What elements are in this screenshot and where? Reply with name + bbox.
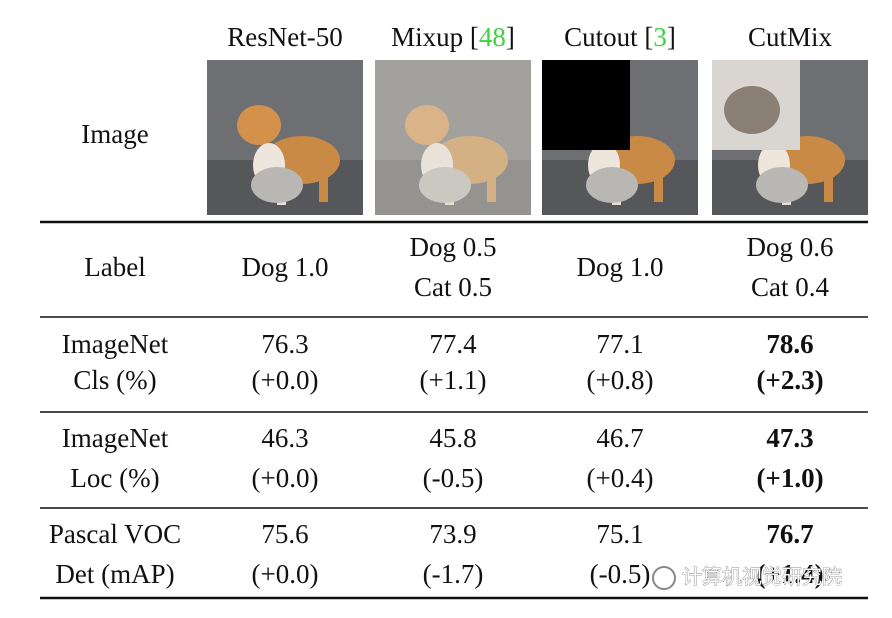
- metric-value: 76.7: [766, 519, 813, 549]
- label-text: Dog 1.0: [242, 252, 329, 282]
- metric-delta: (+1.1): [420, 365, 487, 395]
- row-label: Image: [81, 119, 148, 149]
- header-text: ResNet-50: [227, 22, 342, 52]
- metric-delta: (+0.0): [252, 463, 319, 493]
- row-label: ImageNet: [62, 423, 169, 453]
- label-text: Dog 1.0: [577, 252, 664, 282]
- row-label: Cls (%): [73, 365, 156, 395]
- label-text: Cat 0.4: [751, 272, 829, 302]
- metric-value: 46.3: [261, 423, 308, 453]
- metric-value: 73.9: [429, 519, 476, 549]
- watermark-icon: [652, 566, 676, 590]
- cat-mound: [419, 167, 471, 203]
- header-text: ]: [667, 22, 676, 52]
- image-thumbnail: [375, 60, 531, 215]
- dog-leg: [319, 170, 328, 202]
- image-thumbnail: [542, 60, 698, 215]
- citation: 48: [479, 22, 506, 52]
- metric-value: 77.4: [429, 329, 477, 359]
- metric-value: 78.6: [766, 329, 813, 359]
- header-text: Cutout [: [564, 22, 653, 52]
- metric-value: 47.3: [766, 423, 813, 453]
- metric-value: 75.1: [596, 519, 643, 549]
- mix-overlay: [375, 60, 531, 215]
- row-label: ImageNet: [62, 329, 169, 359]
- metric-delta: (+1.4): [756, 559, 823, 589]
- label-text: Dog 0.5: [410, 232, 497, 262]
- metric-delta: (-1.7): [423, 559, 484, 589]
- label-text: Cat 0.5: [414, 272, 492, 302]
- column-header: Mixup [48]: [391, 22, 515, 52]
- cat-mound: [586, 167, 638, 203]
- column-header: CutMix: [748, 22, 833, 52]
- metric-value: 46.7: [596, 423, 643, 453]
- metric-delta: (-0.5): [590, 559, 651, 589]
- watermark: 计算机视觉研究院: [682, 565, 842, 589]
- column-header: Cutout [3]: [564, 22, 676, 52]
- metric-value: 76.3: [261, 329, 308, 359]
- dog-head: [237, 105, 281, 145]
- row-label: Label: [84, 252, 145, 282]
- metric-delta: (+0.0): [252, 559, 319, 589]
- image-thumbnail: [207, 60, 363, 215]
- cat-mound: [756, 167, 808, 203]
- metric-delta: (+0.8): [587, 365, 654, 395]
- row-label: Det (mAP): [55, 559, 174, 589]
- metric-delta: (+0.0): [252, 365, 319, 395]
- metric-delta: (+1.0): [756, 463, 823, 493]
- header-text: Mixup [: [391, 22, 479, 52]
- row-label: Loc (%): [70, 463, 159, 493]
- cat-face: [724, 86, 780, 134]
- metric-value: 75.6: [261, 519, 308, 549]
- dog-leg: [487, 170, 496, 202]
- cat-mound: [251, 167, 303, 203]
- metric-delta: (+2.3): [756, 365, 823, 395]
- cutout-patch: [542, 60, 630, 150]
- metric-delta: (+0.4): [587, 463, 654, 493]
- header-text: ]: [506, 22, 515, 52]
- row-label: Pascal VOC: [49, 519, 181, 549]
- metric-value: 77.1: [596, 329, 643, 359]
- citation: 3: [653, 22, 667, 52]
- image-thumbnail: [712, 60, 868, 215]
- header-text: CutMix: [748, 22, 833, 52]
- column-header: ResNet-50: [227, 22, 342, 52]
- metric-value: 45.8: [429, 423, 476, 453]
- dog-leg: [654, 170, 663, 202]
- metric-delta: (-0.5): [423, 463, 484, 493]
- dog-head: [405, 105, 449, 145]
- label-text: Dog 0.6: [747, 232, 834, 262]
- dog-leg: [824, 170, 833, 202]
